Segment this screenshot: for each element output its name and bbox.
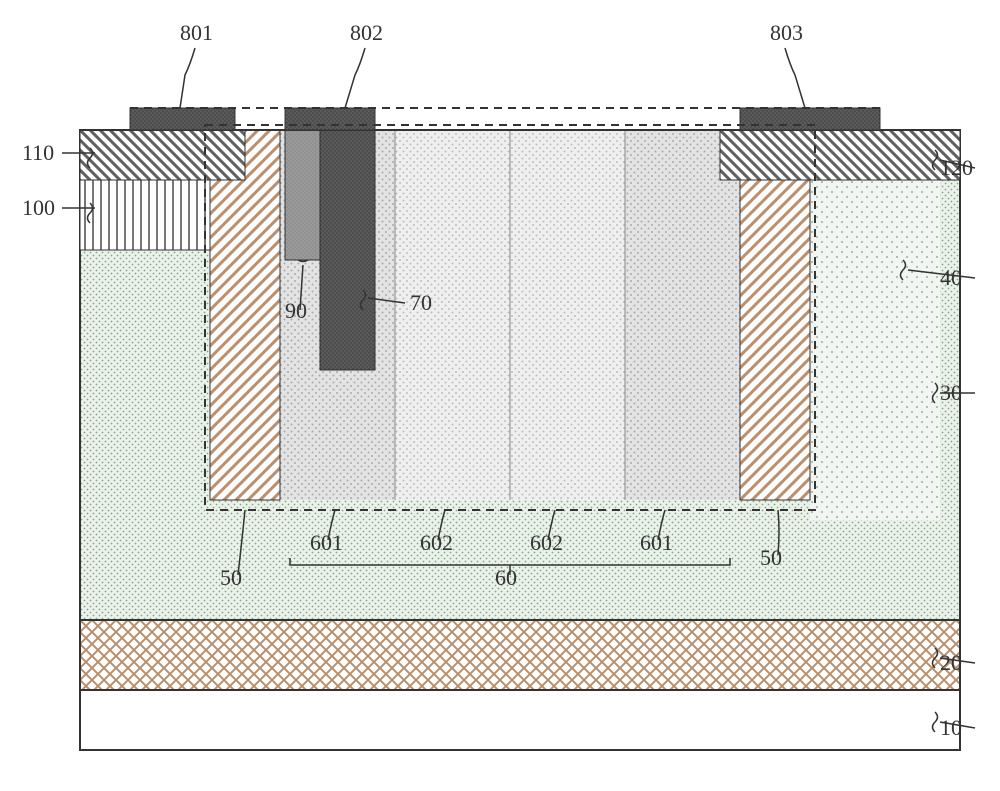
layer-20 <box>80 620 960 690</box>
layer-10 <box>80 690 960 750</box>
label-120: 120 <box>940 155 973 181</box>
label-90: 90 <box>285 298 307 324</box>
label-30: 30 <box>940 380 962 406</box>
region-110 <box>80 130 245 180</box>
cross-section-svg <box>20 20 980 771</box>
label-20: 20 <box>940 650 962 676</box>
label-70: 70 <box>410 290 432 316</box>
layer-100 <box>80 180 210 250</box>
contact-70 <box>320 108 375 370</box>
layer-40 <box>810 170 940 520</box>
label-50l: 50 <box>220 565 242 591</box>
device-body <box>62 48 975 750</box>
label-802: 802 <box>350 20 383 46</box>
leader-802 <box>345 48 365 108</box>
label-803: 803 <box>770 20 803 46</box>
label-10: 10 <box>940 715 962 741</box>
label-801: 801 <box>180 20 213 46</box>
label-60: 60 <box>495 565 517 591</box>
label-40: 40 <box>940 265 962 291</box>
label-601l: 601 <box>310 530 343 556</box>
label-602r: 602 <box>530 530 563 556</box>
region-90 <box>285 130 320 260</box>
region-602-right <box>510 130 625 500</box>
label-100: 100 <box>22 195 55 221</box>
diagram-container: 801 802 803 110 100 120 40 30 20 10 90 7… <box>20 20 980 771</box>
leader-803 <box>785 48 805 108</box>
label-602l: 602 <box>420 530 453 556</box>
leader-801 <box>180 48 195 108</box>
contact-803 <box>740 108 880 130</box>
region-50-right <box>740 130 810 500</box>
contact-801 <box>130 108 235 130</box>
label-50r: 50 <box>760 545 782 571</box>
label-601r: 601 <box>640 530 673 556</box>
contact-802 <box>285 108 375 130</box>
region-120 <box>720 130 960 180</box>
region-601-right <box>625 130 740 500</box>
label-110: 110 <box>22 140 54 166</box>
region-50-left <box>210 130 280 500</box>
